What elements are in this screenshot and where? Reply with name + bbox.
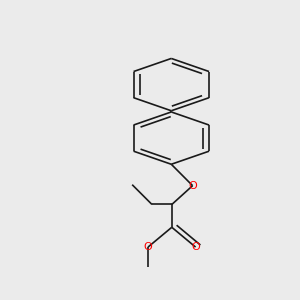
Text: O: O (191, 242, 200, 252)
Text: O: O (188, 181, 197, 191)
Text: O: O (144, 242, 152, 252)
